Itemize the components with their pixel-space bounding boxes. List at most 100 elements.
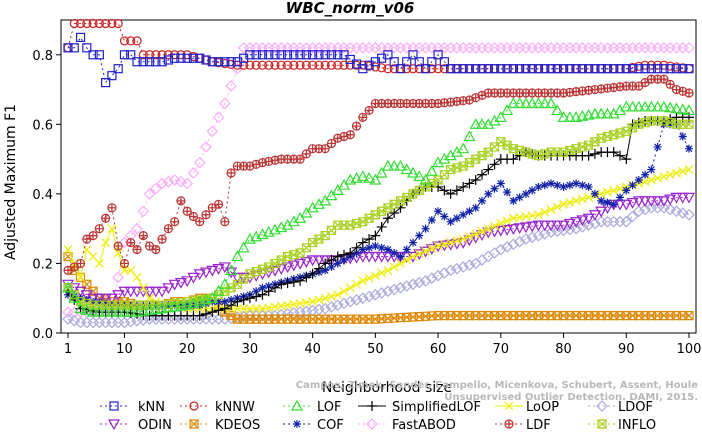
data-point-lof (112, 305, 125, 317)
data-point-knnw (289, 60, 299, 70)
data-point-ldof (532, 229, 545, 242)
data-point-odin (369, 251, 382, 263)
data-point-odin (551, 220, 564, 232)
data-point-cof (365, 243, 374, 252)
data-point-fastabod (187, 167, 200, 179)
data-point-loop (596, 189, 606, 199)
data-point-ldof (683, 208, 695, 221)
data-point-knn (245, 50, 255, 60)
data-point-knn (107, 71, 117, 81)
data-point-odin (557, 220, 570, 232)
data-point-knn (627, 64, 638, 74)
series-line-inflo (67, 120, 689, 306)
data-point-simplifiedlof (615, 150, 625, 161)
data-point-simplifiedlof (470, 174, 481, 185)
data-point-simplifiedlof (295, 275, 306, 286)
data-point-knn (621, 64, 631, 74)
data-point-knn (188, 53, 199, 63)
data-point-lof (413, 170, 426, 182)
data-point-ldf (345, 130, 355, 140)
y-tick-label: 0.4 (32, 188, 53, 203)
legend-item-ldof: LDOF (588, 400, 653, 415)
data-point-lof (425, 165, 438, 176)
data-point-simplifiedlof (332, 251, 343, 262)
data-point-cof (547, 179, 555, 188)
data-point-loop (603, 187, 612, 197)
legend-label-fastabod: FastABOD (392, 418, 456, 433)
data-point-knn (508, 64, 518, 74)
data-point-ldof (400, 280, 413, 292)
data-point-ldof (570, 222, 582, 235)
data-point-odin (519, 222, 532, 234)
data-point-odin (168, 279, 181, 291)
data-point-knnw (345, 60, 355, 70)
data-point-cof (227, 295, 236, 304)
data-point-knn (446, 64, 456, 74)
x-tick-label: 30 (242, 342, 259, 357)
data-point-odin (306, 255, 319, 267)
data-point-knn (207, 57, 217, 67)
data-point-simplifiedlof (382, 213, 393, 224)
data-point-lof (419, 173, 432, 185)
data-point-ldof (407, 278, 419, 291)
data-point-lof (68, 291, 81, 303)
data-point-lof (664, 101, 677, 113)
data-point-lof (494, 111, 507, 122)
data-point-knn (558, 64, 569, 74)
data-point-loop (120, 265, 129, 275)
data-point-simplifiedlof (464, 178, 475, 189)
data-point-lof (149, 303, 162, 315)
watermark-line-2: Unsupervised Outlier Detection. DAMI, 20… (444, 392, 698, 403)
data-point-knn (63, 43, 73, 53)
data-point-cof (258, 283, 267, 292)
data-point-ldof (632, 205, 645, 218)
data-point-ldof (463, 259, 476, 272)
data-point-ldof (118, 316, 131, 329)
data-point-knn (157, 57, 167, 67)
data-point-fastabod (225, 80, 237, 92)
data-point-loop (565, 198, 575, 208)
data-point-lof (225, 264, 238, 275)
legend-label-odin: ODIN (138, 418, 172, 433)
data-point-loop (239, 304, 249, 314)
data-point-lof (501, 104, 514, 116)
legend-label-ldof: LDOF (618, 400, 653, 415)
data-point-lof (595, 107, 608, 119)
data-point-fastabod (118, 236, 131, 249)
data-point-ldf (201, 210, 211, 220)
series-knn (63, 32, 694, 88)
data-point-fastabod (181, 177, 194, 190)
data-point-knn (489, 64, 500, 74)
data-point-lof (645, 100, 658, 112)
data-point-simplifiedlof (376, 221, 387, 232)
data-point-kdeos (684, 311, 694, 321)
plot-area: 0.0 0.2 0.4 0.6 0.8 1 10 20 30 40 50 60 70 80 90 100 (32, 18, 701, 357)
data-point-knnw (333, 60, 343, 70)
data-point-knnw (301, 60, 311, 70)
data-point-cof (101, 300, 110, 309)
data-point-lof (212, 285, 225, 296)
data-point-simplifiedlof (583, 150, 594, 161)
data-point-odin (174, 277, 187, 289)
data-point-loop (320, 293, 330, 303)
data-point-ldof (488, 247, 501, 259)
data-point-lof (557, 111, 570, 122)
data-point-ldof (526, 231, 539, 244)
data-point-odin (375, 251, 388, 263)
data-point-lof (676, 103, 689, 115)
data-point-cof (396, 252, 405, 261)
plot-frame (60, 19, 697, 334)
data-point-cof (496, 179, 505, 188)
data-point-knn (640, 64, 650, 74)
data-point-ldof (557, 224, 570, 237)
data-point-knn (101, 77, 111, 88)
data-point-knn (88, 50, 98, 60)
data-point-cof (578, 181, 587, 190)
legend-marker-kdeos (189, 419, 199, 429)
data-point-knnw (264, 60, 274, 70)
data-point-odin (657, 196, 670, 208)
data-point-simplifiedlof (238, 294, 249, 305)
legend-label-lof: LOF (317, 400, 342, 415)
data-point-loop (427, 244, 437, 254)
x-tick-label: 1 (64, 342, 72, 357)
